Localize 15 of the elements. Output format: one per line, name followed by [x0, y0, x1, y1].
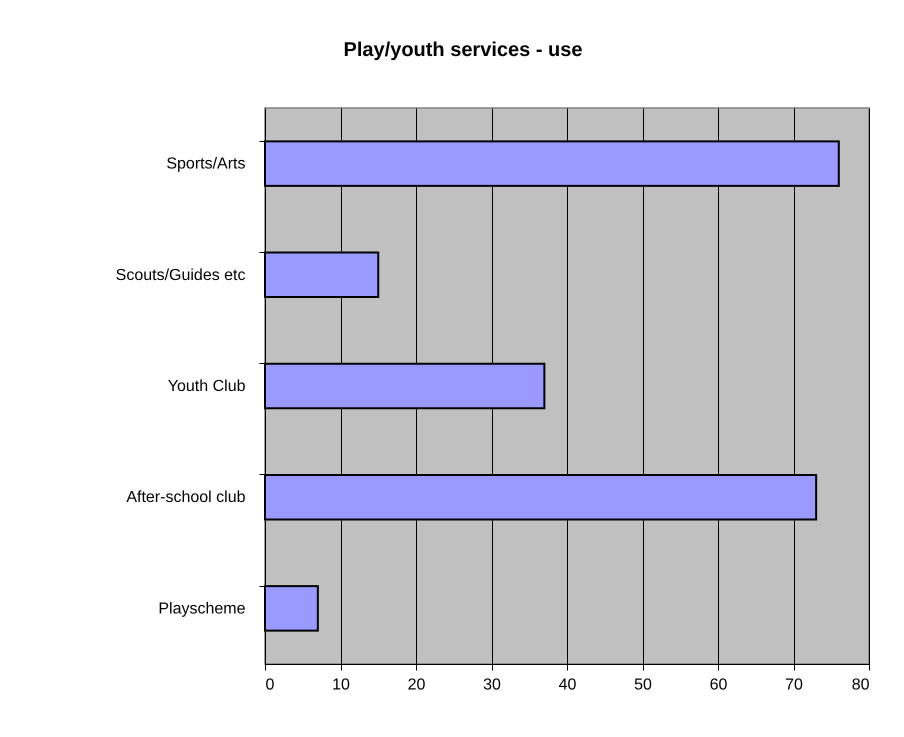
- y-tick-label: Sports/Arts: [166, 156, 246, 173]
- x-tick-label: 60: [710, 676, 728, 694]
- y-tick-label: Youth Club: [168, 378, 246, 395]
- y-tick-label: Scouts/Guides etc: [116, 266, 246, 284]
- x-tick-label: 30: [483, 676, 501, 694]
- x-tick-label: 0: [266, 676, 274, 694]
- x-tick-label: 20: [408, 676, 426, 694]
- x-tick-label: 10: [332, 676, 350, 694]
- x-tick-label: 70: [785, 676, 803, 694]
- y-tick-label: After-school club: [126, 489, 246, 506]
- x-tick-label: 80: [852, 676, 870, 694]
- x-tick-label: 50: [634, 676, 652, 694]
- chart-title: Play/youth services - use: [343, 39, 583, 61]
- x-tick-label: 40: [558, 676, 576, 694]
- y-tick-label: Playscheme: [158, 600, 246, 618]
